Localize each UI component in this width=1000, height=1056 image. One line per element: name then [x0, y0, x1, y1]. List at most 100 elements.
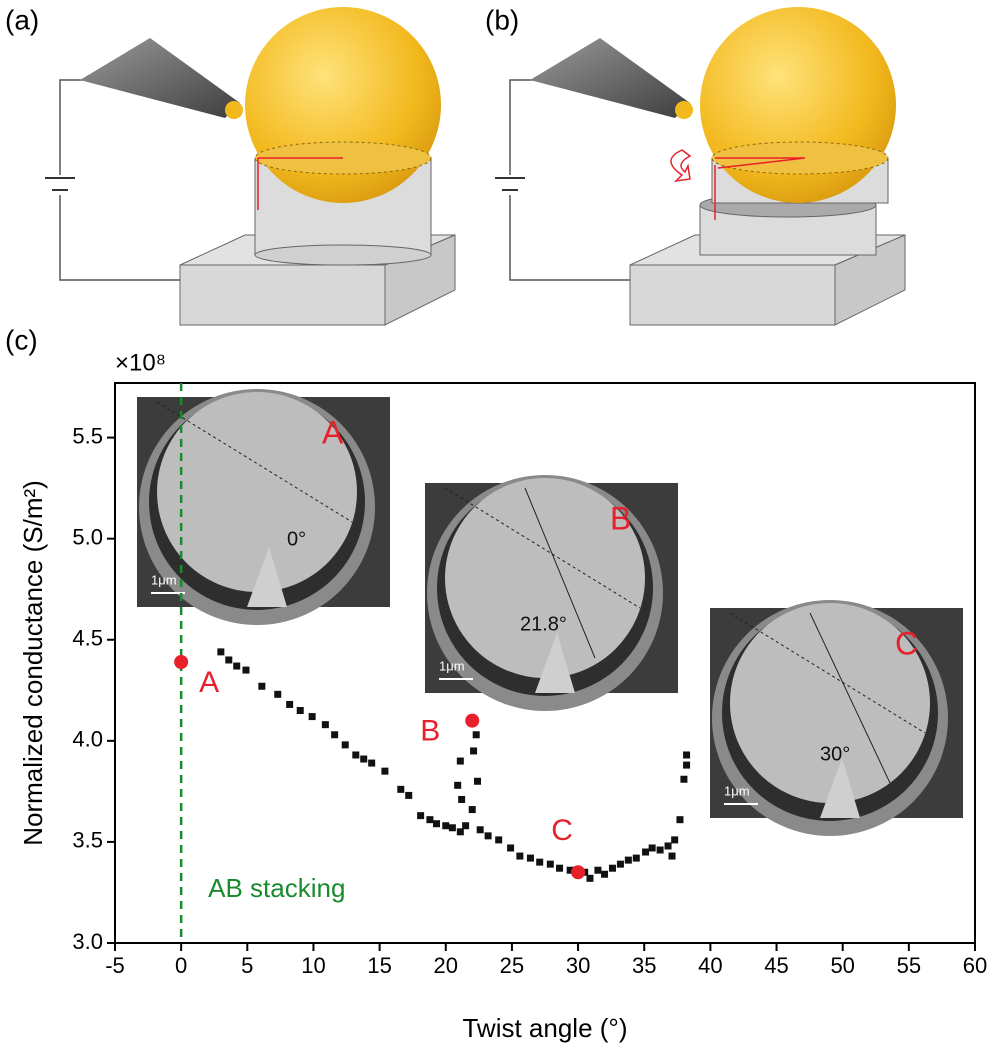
data-point [472, 731, 480, 739]
y-tick-label: 3.5 [72, 828, 103, 853]
x-tick-label: 40 [698, 953, 722, 978]
inset-label: C [895, 625, 918, 661]
data-point [308, 713, 316, 721]
data-point [516, 852, 524, 860]
data-point [664, 842, 672, 850]
dashed-edge [156, 401, 353, 523]
data-point [397, 785, 405, 793]
dashed-edge [729, 612, 926, 734]
rotation-arrow [670, 149, 692, 183]
data-point [381, 767, 389, 775]
y-tick-label: 4.0 [72, 727, 103, 752]
data-point [648, 844, 656, 852]
data-point [331, 731, 339, 739]
sample-disk [157, 392, 357, 592]
x-tick-label: 5 [241, 953, 253, 978]
pillar-base [254, 244, 432, 266]
data-point [642, 848, 650, 856]
axis-multiplier: ×10⁸ [115, 349, 166, 376]
data-point [566, 866, 574, 874]
data-point [656, 846, 664, 854]
tip-ball [225, 101, 243, 119]
substrate-side [834, 234, 906, 326]
data-point [458, 795, 466, 803]
data-point [405, 791, 413, 799]
x-tick-label: 25 [500, 953, 524, 978]
y-tick-label: 3.0 [72, 929, 103, 954]
data-point [468, 806, 476, 814]
y-tick-label: 4.5 [72, 626, 103, 651]
y-tick-label: 5.0 [72, 524, 103, 549]
data-point [616, 860, 624, 868]
y-tick-label: 5.5 [72, 423, 103, 448]
data-point [456, 757, 464, 765]
data-point [456, 828, 464, 836]
probe-tip [247, 547, 287, 607]
wire [509, 195, 630, 281]
x-tick-label: 60 [963, 953, 987, 978]
data-point [321, 721, 329, 729]
data-point [368, 759, 376, 767]
data-point [454, 781, 462, 789]
probe-tip [535, 633, 575, 693]
data-point [671, 836, 679, 844]
dashed-edge [444, 487, 641, 609]
data-point [484, 832, 492, 840]
tip [530, 38, 690, 118]
inset-image: C 30° 1μm [710, 600, 963, 836]
data-point [242, 666, 250, 674]
data-point [426, 816, 434, 824]
x-tick-label: 35 [632, 953, 656, 978]
data-point [546, 860, 554, 868]
data-point [352, 751, 360, 759]
data-point [586, 874, 594, 882]
highlight-label: B [420, 715, 440, 748]
data-point [296, 707, 304, 715]
highlight-label: C [551, 814, 573, 847]
data-point [507, 844, 515, 852]
schematic-a [45, 7, 456, 326]
x-tick-label: 30 [566, 953, 590, 978]
inset-image: A 0° 1μm [137, 389, 390, 625]
data-point [225, 656, 233, 664]
x-tick-label: 55 [897, 953, 921, 978]
data-point [476, 826, 484, 834]
plot-frame [114, 382, 976, 944]
data-point [683, 751, 691, 759]
data-point [448, 824, 456, 832]
panel-label: (b) [485, 4, 519, 35]
tip [80, 38, 240, 118]
x-tick-label: 20 [434, 953, 458, 978]
sample-disk [730, 603, 930, 803]
data-point [668, 852, 676, 860]
data-point [417, 812, 425, 820]
data-point [258, 682, 266, 690]
x-tick-label: 50 [830, 953, 854, 978]
scale-label: 1μm [724, 783, 750, 798]
scale-label: 1μm [151, 572, 177, 587]
data-point [676, 816, 684, 824]
inset-label: A [322, 414, 344, 450]
data-point [462, 822, 470, 830]
x-tick-label: 45 [764, 953, 788, 978]
orientation-line [715, 157, 806, 169]
inset-angle: 0° [287, 528, 306, 550]
plot: -5 0 5 10 15 20 25 30 35 40 45 50 55 60 3.0 3.5 4.0 4.5 5.… [72, 382, 987, 978]
data-point [526, 854, 534, 862]
x-tick-label: -5 [105, 953, 125, 978]
data-point [624, 856, 632, 864]
data-point [594, 866, 602, 874]
x-tick-label: 15 [367, 953, 391, 978]
data-point [360, 755, 368, 763]
data-point [442, 822, 450, 830]
data-point [341, 741, 349, 749]
data-point [601, 870, 609, 878]
x-axis-label: Twist angle (°) [462, 1013, 627, 1043]
highlight-point [571, 865, 586, 880]
probe-tip [820, 758, 860, 818]
data-point [680, 775, 688, 783]
panel-label: (c) [5, 324, 38, 355]
tip-ball [675, 101, 693, 119]
substrate-front [179, 264, 386, 326]
